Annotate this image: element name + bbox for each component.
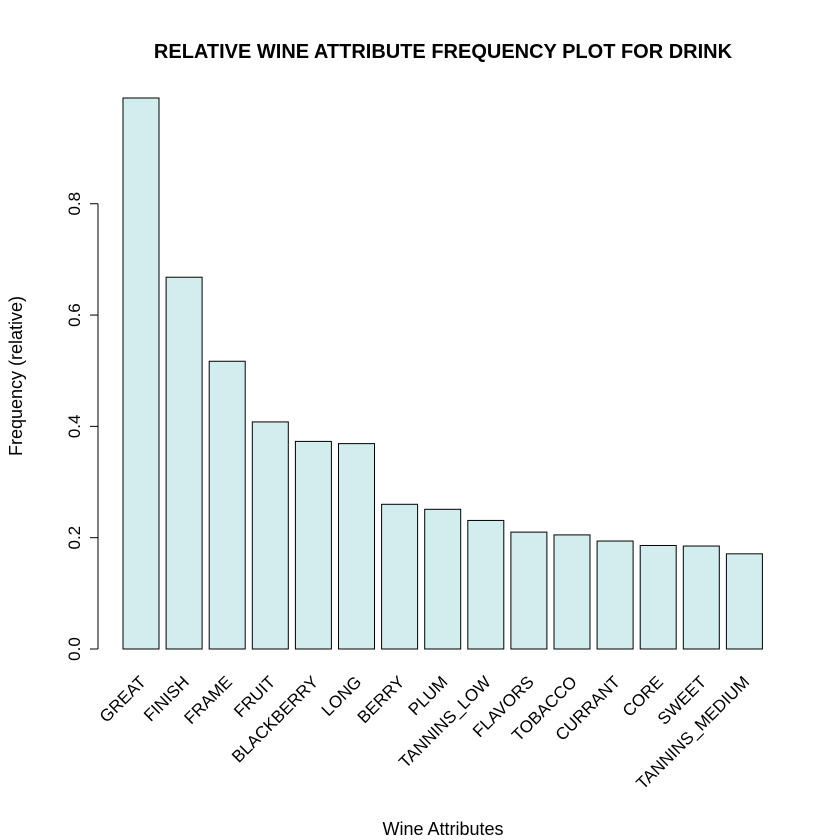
bar-flavors — [510, 531, 548, 650]
bars-group — [122, 97, 763, 650]
bar-long — [338, 443, 375, 650]
y-tick-label: 0.8 — [65, 192, 84, 216]
bar-plum — [424, 508, 462, 650]
y-tick-label: 0.4 — [65, 415, 84, 439]
bar-currant — [596, 540, 634, 650]
bar-fruit — [251, 421, 289, 650]
bar-core — [639, 544, 677, 650]
bar-berry — [381, 503, 419, 650]
bar-sweet — [682, 545, 720, 650]
y-tick-label: 0.6 — [65, 303, 84, 327]
y-tick-label: 0.0 — [65, 637, 84, 661]
bar-tannins-low — [467, 519, 505, 650]
chart-title: RELATIVE WINE ATTRIBUTE FREQUENCY PLOT F… — [154, 41, 733, 63]
x-tick-label: GREAT — [96, 672, 150, 726]
x-tick-label: BERRY — [354, 672, 409, 727]
bar-tobacco — [553, 534, 591, 650]
bar-tannins-medium — [725, 553, 763, 650]
y-tick-label: 0.2 — [65, 526, 84, 550]
x-axis-title: Wine Attributes — [382, 819, 503, 839]
bar-blackberry — [294, 440, 332, 650]
y-axis: 0.0 0.2 0.4 0.6 0.8 — [65, 192, 99, 661]
bar-frame — [208, 360, 246, 650]
x-tick-labels: GREATFINISHFRAMEFRUITBLACKBERRYLONGBERRY… — [96, 672, 753, 793]
x-tick-label: FRAME — [181, 672, 237, 728]
bar-great — [122, 97, 160, 650]
bar-finish — [165, 276, 203, 650]
y-axis-title: Frequency (relative) — [6, 296, 26, 456]
